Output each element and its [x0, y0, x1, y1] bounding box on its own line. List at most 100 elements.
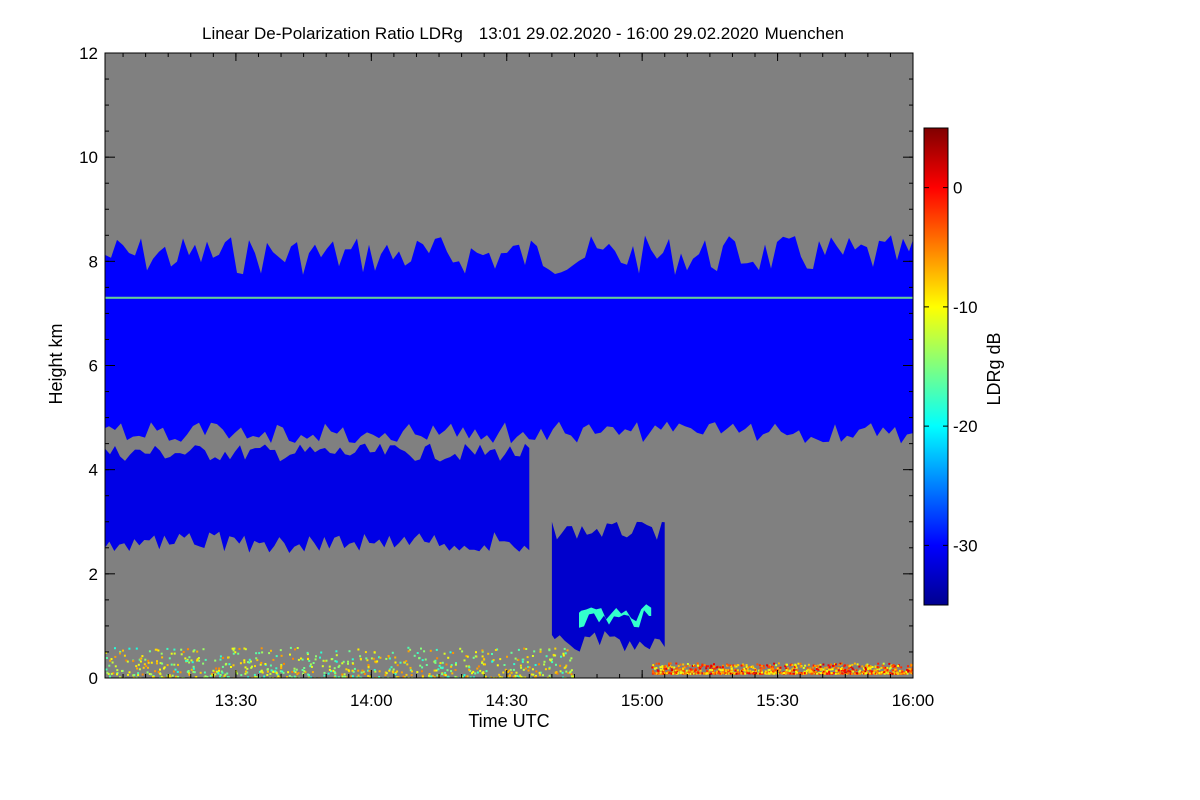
clutter-pixel [910, 669, 913, 672]
clutter-pixel [454, 663, 457, 666]
clutter-pixel [543, 663, 546, 666]
x-tick-label: 15:30 [756, 691, 799, 710]
clutter-pixel [701, 663, 704, 666]
clutter-pixel [836, 672, 839, 675]
clutter-pixel [750, 665, 753, 668]
clutter-pixel [420, 647, 422, 650]
clutter-pixel [215, 667, 218, 670]
clutter-pixel [491, 653, 493, 655]
y-axis-label: Height km [46, 323, 66, 404]
clutter-pixel [688, 664, 691, 667]
clutter-pixel [503, 664, 506, 666]
clutter-pixel [266, 674, 269, 676]
clutter-pixel [444, 671, 447, 674]
clutter-pixel [445, 663, 448, 666]
clutter-pixel [570, 675, 573, 678]
clutter-pixel [706, 670, 709, 672]
clutter-pixel [868, 664, 870, 667]
clutter-pixel [190, 659, 193, 662]
clutter-pixel [881, 664, 884, 667]
clutter-pixel [799, 662, 802, 665]
clutter-pixel [378, 670, 381, 673]
clutter-pixel [474, 672, 477, 675]
clutter-pixel [399, 661, 402, 664]
clutter-pixel [719, 672, 722, 675]
clutter-pixel [819, 663, 822, 666]
clutter-pixel [546, 676, 549, 678]
clutter-pixel [258, 652, 261, 655]
clutter-pixel [367, 675, 370, 677]
clutter-pixel [910, 664, 912, 667]
clutter-pixel [330, 658, 333, 661]
clutter-pixel [889, 672, 892, 675]
clutter-pixel [294, 648, 296, 651]
clutter-pixel [808, 671, 811, 674]
clutter-pixel [560, 655, 562, 658]
clutter-pixel [773, 669, 776, 672]
clutter-pixel [727, 664, 730, 667]
clutter-pixel [347, 662, 349, 665]
clutter-pixel [298, 676, 301, 678]
clutter-pixel [132, 660, 135, 663]
clutter-pixel [793, 669, 795, 672]
clutter-pixel [437, 668, 440, 671]
clutter-pixel [387, 676, 390, 678]
clutter-pixel [819, 669, 822, 671]
clutter-pixel [335, 676, 338, 678]
clutter-pixel [392, 668, 395, 671]
clutter-pixel [843, 665, 846, 668]
clutter-pixel [116, 669, 119, 672]
clutter-pixel [450, 664, 453, 667]
clutter-pixel [869, 669, 872, 672]
clutter-pixel [487, 652, 490, 655]
clutter-pixel [268, 676, 271, 678]
clutter-pixel [654, 667, 656, 670]
clutter-pixel [294, 671, 297, 674]
clutter-pixel [307, 658, 309, 661]
x-tick-label: 15:00 [621, 691, 664, 710]
clutter-pixel [343, 673, 346, 676]
clutter-pixel [192, 650, 195, 653]
clutter-pixel [687, 671, 690, 674]
clutter-pixel [521, 660, 524, 663]
clutter-pixel [400, 671, 403, 674]
clutter-pixel [168, 676, 171, 678]
clutter-pixel [807, 663, 810, 666]
clutter-pixel [526, 661, 529, 664]
clutter-pixel [770, 665, 773, 668]
clutter-pixel [524, 667, 527, 670]
clutter-pixel [439, 662, 442, 665]
clutter-pixel [116, 673, 118, 676]
clutter-pixel [247, 676, 250, 678]
clutter-pixel [499, 658, 502, 661]
clutter-pixel [746, 671, 749, 674]
clutter-pixel [830, 672, 833, 674]
clutter-pixel [768, 666, 770, 669]
clutter-pixel [689, 668, 692, 671]
clutter-pixel [732, 664, 735, 667]
clutter-pixel [803, 672, 806, 675]
clutter-pixel [433, 676, 436, 678]
clutter-pixel [562, 676, 564, 678]
clutter-pixel [811, 666, 814, 669]
clutter-pixel [759, 667, 762, 670]
clutter-pixel [482, 671, 485, 674]
clutter-pixel [897, 664, 900, 667]
clutter-pixel [723, 668, 726, 671]
clutter-pixel [334, 660, 337, 663]
clutter-pixel [794, 672, 797, 675]
clutter-pixel [528, 666, 531, 669]
clutter-pixel [148, 650, 151, 653]
clutter-pixel [827, 664, 830, 667]
clutter-pixel [887, 669, 890, 672]
clutter-pixel [826, 672, 829, 675]
clutter-pixel [772, 666, 775, 669]
clutter-pixel [768, 669, 771, 671]
clutter-pixel [865, 664, 868, 667]
clutter-pixel [682, 668, 684, 671]
clutter-pixel [475, 651, 477, 654]
clutter-pixel [706, 671, 709, 674]
clutter-pixel [394, 656, 397, 659]
clutter-pixel [494, 649, 497, 651]
clutter-pixel [555, 663, 557, 666]
